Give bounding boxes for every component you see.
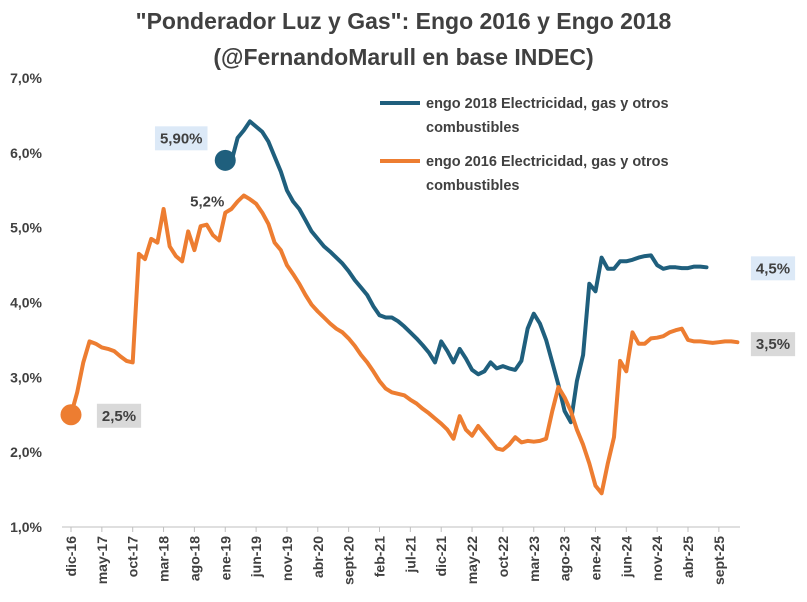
engo-2018-start-marker <box>214 149 236 171</box>
label-engo-2016-end: 3,5% <box>750 332 796 357</box>
x-tick-label: feb-21 <box>372 536 388 577</box>
y-tick-label: 1,0% <box>10 519 42 535</box>
chart-title-line-1: "Ponderador Luz y Gas": Engo 2016 y Engo… <box>135 8 672 34</box>
x-tick-label: may-17 <box>94 536 110 584</box>
x-tick-label: may-22 <box>464 536 480 584</box>
x-tick-label: sept-20 <box>341 536 357 585</box>
x-tick-label: dic-16 <box>63 536 79 577</box>
y-tick-label: 2,0% <box>10 444 42 460</box>
x-tick-label: mar-18 <box>156 536 172 582</box>
y-tick-label: 4,0% <box>10 295 42 311</box>
y-tick-label: 3,0% <box>10 369 42 385</box>
series-engo-2016-line <box>69 193 740 496</box>
x-tick-label: dic-21 <box>433 536 449 577</box>
label-engo-2016-start-box <box>96 403 142 428</box>
label-engo-2018-end: 4,5% <box>750 256 796 281</box>
x-tick-label: oct-17 <box>125 536 141 577</box>
x-tick-label: jun-24 <box>618 536 634 578</box>
x-tick-label: ene-24 <box>587 536 603 581</box>
legend: engo 2018 Electricidad, gas y otros combu… <box>380 96 669 194</box>
x-tick-label: mar-23 <box>526 536 542 582</box>
label-engo-2016-end-text: 3,5% <box>756 336 790 353</box>
label-engo-2018-end-text: 4,5% <box>756 260 790 277</box>
label-engo-2018-start-box <box>154 126 208 151</box>
x-tick-label: oct-22 <box>495 536 511 577</box>
label-engo-2018-start: 5,90% <box>154 126 208 151</box>
legend-label: engo 2016 Electricidad, gas y otros <box>426 154 669 170</box>
label-engo-2018-start-value: 5,2% <box>190 193 224 210</box>
x-tick-label: ago-23 <box>557 536 573 581</box>
x-tick-label: nov-19 <box>279 536 295 581</box>
x-axis: dic-16 may-17 oct-17 mar-18 ago-18 ene-19 jun-… <box>63 527 727 585</box>
label-engo-2016-start-text: 2,5% <box>102 408 136 425</box>
legend-label-line-2: combustibles <box>426 178 519 194</box>
series-engo-2018-line <box>223 119 709 425</box>
y-tick-label: 6,0% <box>10 145 42 161</box>
y-tick-label: 5,0% <box>10 220 42 236</box>
x-tick-label: abr-20 <box>310 536 326 578</box>
x-tick-label: jun-19 <box>248 536 264 578</box>
series-lines <box>60 119 740 496</box>
x-tick-label: nov-24 <box>649 536 665 581</box>
legend-label: engo 2018 Electricidad, gas y otros <box>426 96 669 112</box>
label-engo-2016-end-box <box>750 332 796 357</box>
chart-title-line-2: (@FernandoMarull en base INDEC) <box>213 44 594 70</box>
label-engo-2018-start-text: 5,90% <box>160 130 203 147</box>
x-tick-label: ago-18 <box>186 536 202 581</box>
legend-label-line-2: combustibles <box>426 120 519 136</box>
x-tick-label: abr-25 <box>680 536 696 578</box>
x-tick-label: jul-21 <box>402 536 418 574</box>
label-engo-2016-start: 2,5% <box>96 403 142 428</box>
engo-2016-start-marker <box>60 404 82 426</box>
y-tick-label: 7,0% <box>10 70 42 86</box>
y-axis: 1,0% 2,0% 3,0% 4,0% 5,0% 6,0% 7,0% <box>10 70 42 535</box>
x-tick-label: sept-25 <box>711 536 727 585</box>
x-tick-label: ene-19 <box>217 536 233 581</box>
label-engo-2018-end-box <box>750 256 796 281</box>
annotations: 5,90% 5,2% 2,5% 4,5% 3,5% <box>96 126 796 428</box>
